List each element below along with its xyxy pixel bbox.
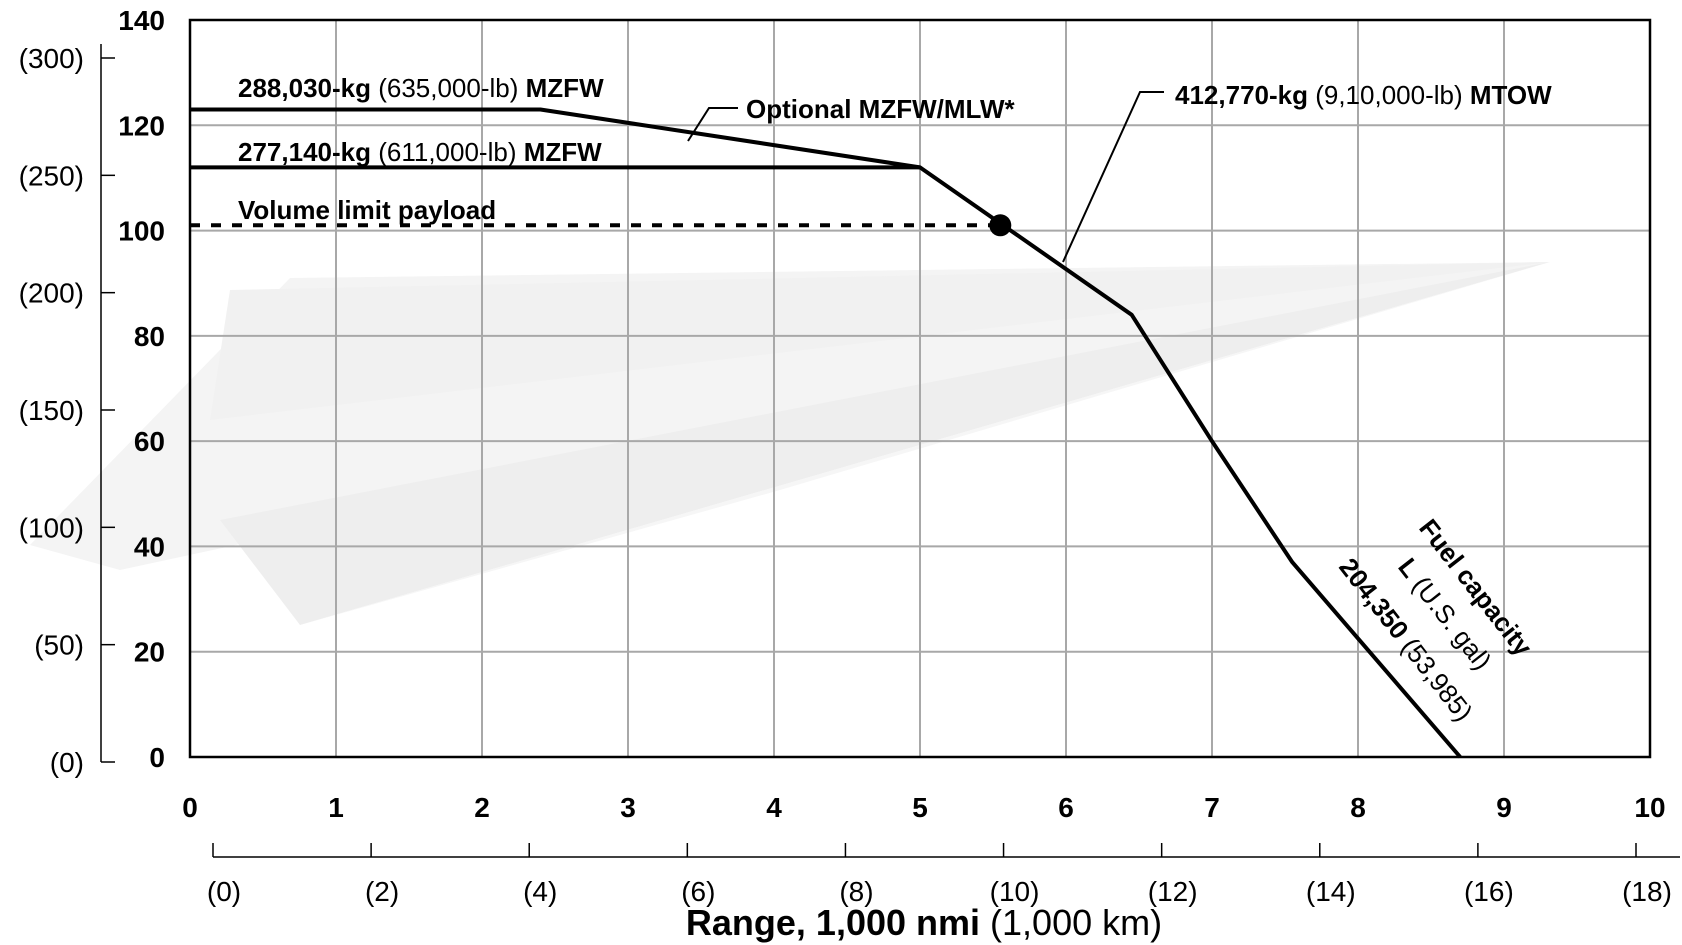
- y-tick-label-klb: (100): [19, 512, 84, 543]
- mzfw-high-label: 288,030-kg (635,000-lb) MZFW: [238, 73, 604, 103]
- x-tick-label-km: (6): [681, 876, 715, 907]
- x-tick-label-km: (16): [1464, 876, 1514, 907]
- x-tick-label: 4: [766, 792, 782, 823]
- y-tick-label: 100: [118, 216, 165, 247]
- x-tick-label: 2: [474, 792, 490, 823]
- tick-labels: (0)(50)(100)(150)(200)(250)(300)02040608…: [19, 5, 1672, 907]
- mtow-leader-line: [1062, 91, 1164, 263]
- x-tick-label-km: (14): [1306, 876, 1356, 907]
- y-tick-label-klb: (150): [19, 395, 84, 426]
- y-tick-label-klb: (250): [19, 160, 84, 191]
- x-tick-label-km: (4): [523, 876, 557, 907]
- volume-limit-label: Volume limit payload: [238, 195, 496, 225]
- y-tick-label-klb: (50): [34, 630, 84, 661]
- y-tick-label: 80: [134, 321, 165, 352]
- y-tick-label-klb: (0): [50, 747, 84, 778]
- plot-frame: [188, 18, 1652, 759]
- y-tick-label-klb: (200): [19, 278, 84, 309]
- x-axis-title: Range, 1,000 nmi (1,000 km): [686, 902, 1162, 943]
- x-tick-label: 3: [620, 792, 636, 823]
- x-tick-label: 8: [1350, 792, 1366, 823]
- y-tick-label: 20: [134, 637, 165, 668]
- grid: [190, 20, 1650, 757]
- y-tick-label: 120: [118, 110, 165, 141]
- x-tick-label: 7: [1204, 792, 1220, 823]
- series-line-1: [190, 107, 1462, 759]
- paper-plane-watermark: [30, 262, 1550, 625]
- axes: [100, 18, 1680, 858]
- x-tick-label: 1: [328, 792, 344, 823]
- y-tick-label: 0: [149, 742, 165, 773]
- x-tick-label: 10: [1634, 792, 1665, 823]
- x-tick-label-km: (18): [1622, 876, 1672, 907]
- x-tick-label: 9: [1496, 792, 1512, 823]
- volume-limit-marker: [989, 214, 1012, 237]
- x-tick-label-km: (2): [365, 876, 399, 907]
- mzfw-low-label: 277,140-kg (611,000-lb) MZFW: [238, 137, 602, 167]
- series-lines: [190, 107, 1462, 759]
- y-tick-label: 60: [134, 426, 165, 457]
- mtow-label: 412,770-kg (9,10,000-lb) MTOW: [1175, 80, 1552, 110]
- optional-leader-line: [687, 107, 738, 142]
- y-tick-label: 140: [118, 5, 165, 36]
- y-tick-label: 40: [134, 531, 165, 562]
- y-tick-label-klb: (300): [19, 43, 84, 74]
- x-tick-label: 6: [1058, 792, 1074, 823]
- leader-lines: [687, 91, 1164, 263]
- x-tick-label: 5: [912, 792, 928, 823]
- x-tick-label-km: (0): [207, 876, 241, 907]
- fuel-capacity-label: Fuel capacity L (U.S. gal) 204,350 (53,9…: [1333, 513, 1538, 727]
- x-tick-label-km: (10): [990, 876, 1040, 907]
- x-tick-label-km: (8): [839, 876, 873, 907]
- x-tick-label: 0: [182, 792, 198, 823]
- optional-mzfw-mlw-label: Optional MZFW/MLW*: [746, 94, 1015, 124]
- x-tick-label-km: (12): [1148, 876, 1198, 907]
